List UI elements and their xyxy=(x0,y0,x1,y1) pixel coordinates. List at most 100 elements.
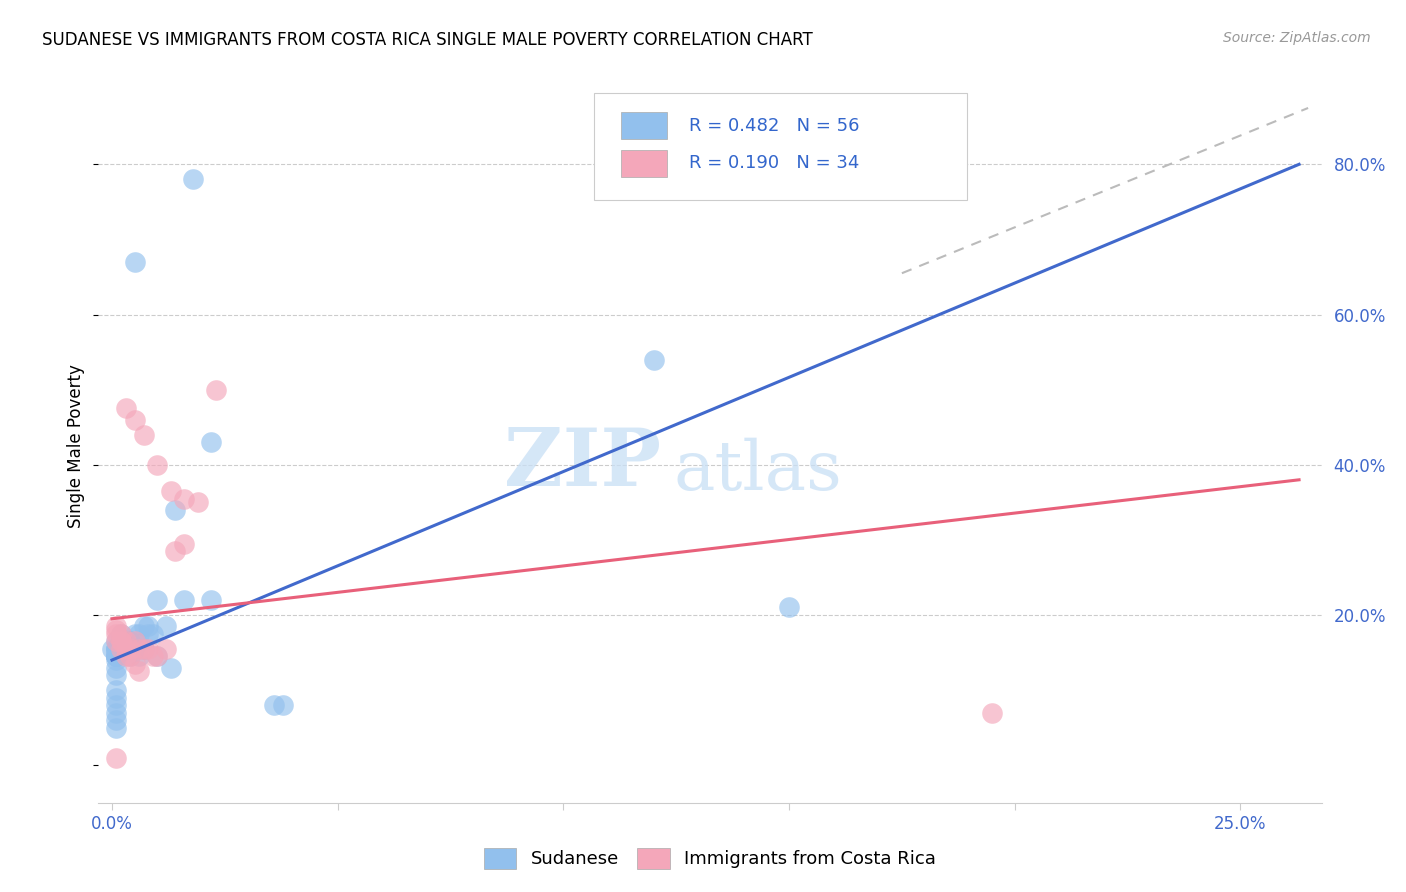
Point xyxy=(105,660,128,674)
Point xyxy=(200,593,222,607)
Point xyxy=(105,690,128,705)
Point xyxy=(105,653,128,667)
Point xyxy=(128,665,150,679)
Point xyxy=(118,649,141,664)
Point xyxy=(132,619,155,633)
Point xyxy=(142,627,165,641)
Point xyxy=(105,713,128,727)
Point xyxy=(155,619,177,633)
Point xyxy=(132,641,155,656)
Point xyxy=(114,634,136,648)
Point xyxy=(110,634,132,648)
Point xyxy=(124,255,146,269)
Point xyxy=(146,649,169,664)
Text: atlas: atlas xyxy=(673,438,842,504)
Point xyxy=(105,649,128,664)
Point xyxy=(118,634,141,648)
FancyBboxPatch shape xyxy=(620,112,668,139)
Point xyxy=(105,619,128,633)
Point xyxy=(114,641,136,656)
Point xyxy=(155,641,177,656)
Point xyxy=(200,435,222,450)
Point xyxy=(165,544,187,558)
Point xyxy=(105,668,128,682)
Point xyxy=(110,641,132,656)
Text: SUDANESE VS IMMIGRANTS FROM COSTA RICA SINGLE MALE POVERTY CORRELATION CHART: SUDANESE VS IMMIGRANTS FROM COSTA RICA S… xyxy=(42,31,813,49)
Point xyxy=(173,536,195,550)
Point xyxy=(128,627,150,641)
Point xyxy=(181,172,204,186)
Point xyxy=(105,623,128,637)
Point xyxy=(101,641,124,656)
Point xyxy=(981,706,1004,720)
Text: R = 0.190   N = 34: R = 0.190 N = 34 xyxy=(689,154,859,172)
Point xyxy=(643,352,665,367)
Point xyxy=(273,698,295,713)
Point xyxy=(778,600,800,615)
Point xyxy=(124,627,146,641)
Point xyxy=(118,641,141,656)
Point xyxy=(118,649,141,664)
Point xyxy=(136,619,159,633)
Point xyxy=(128,649,150,664)
Point xyxy=(165,503,187,517)
Point xyxy=(105,721,128,735)
Text: Source: ZipAtlas.com: Source: ZipAtlas.com xyxy=(1223,31,1371,45)
Point xyxy=(118,641,141,656)
Point xyxy=(146,593,169,607)
Point xyxy=(128,641,150,656)
Point xyxy=(124,657,146,671)
Point xyxy=(136,627,159,641)
Point xyxy=(132,641,155,656)
Point xyxy=(110,641,132,656)
Point xyxy=(105,641,128,656)
FancyBboxPatch shape xyxy=(620,150,668,177)
Point xyxy=(118,634,141,648)
Point xyxy=(110,627,132,641)
Legend: Sudanese, Immigrants from Costa Rica: Sudanese, Immigrants from Costa Rica xyxy=(477,840,943,876)
Point xyxy=(105,634,128,648)
Point xyxy=(136,641,159,656)
Point xyxy=(114,634,136,648)
Point xyxy=(132,427,155,442)
Point xyxy=(105,706,128,720)
Point xyxy=(105,649,128,664)
Point xyxy=(110,634,132,648)
Point xyxy=(105,641,128,656)
Point xyxy=(124,413,146,427)
Point xyxy=(110,641,132,656)
Point xyxy=(173,491,195,506)
Point xyxy=(105,750,128,764)
Y-axis label: Single Male Poverty: Single Male Poverty xyxy=(67,364,86,528)
Point xyxy=(146,458,169,472)
FancyBboxPatch shape xyxy=(593,93,967,200)
Text: R = 0.482   N = 56: R = 0.482 N = 56 xyxy=(689,117,859,135)
Point xyxy=(146,649,169,664)
Point xyxy=(105,683,128,698)
Point xyxy=(263,698,285,713)
Point xyxy=(187,495,209,509)
Point xyxy=(105,641,128,656)
Point xyxy=(110,634,132,648)
Point xyxy=(142,649,165,664)
Text: ZIP: ZIP xyxy=(505,425,661,503)
Point xyxy=(105,698,128,713)
Point xyxy=(114,401,136,416)
Point xyxy=(159,660,181,674)
Point xyxy=(124,634,146,648)
Point xyxy=(114,641,136,656)
Point xyxy=(105,649,128,664)
Point xyxy=(110,627,132,641)
Point xyxy=(105,649,128,664)
Point xyxy=(105,649,128,664)
Point xyxy=(173,593,195,607)
Point xyxy=(105,634,128,648)
Point xyxy=(159,484,181,499)
Point xyxy=(114,649,136,664)
Point xyxy=(110,641,132,656)
Point xyxy=(114,634,136,648)
Point xyxy=(105,641,128,656)
Point xyxy=(105,627,128,641)
Point xyxy=(204,383,226,397)
Point xyxy=(132,641,155,656)
